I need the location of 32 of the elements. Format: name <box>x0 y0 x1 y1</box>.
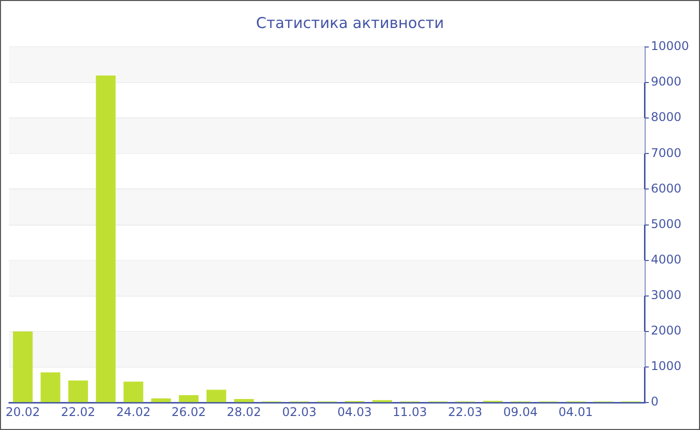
y-tick-label: 2000 <box>650 324 682 338</box>
bar <box>96 75 116 402</box>
chart-title: Статистика активности <box>256 14 444 32</box>
bar <box>234 399 254 402</box>
y-tick-label: 3000 <box>650 288 682 302</box>
y-tick-label: 0 <box>650 394 658 409</box>
x-tick-label: 22.02 <box>60 404 96 419</box>
x-tick-label: 26.02 <box>172 404 206 419</box>
bar <box>40 372 60 402</box>
x-tick-label: 22.03 <box>448 404 482 419</box>
y-tick-label: 6000 <box>650 181 682 196</box>
x-tick-label: 09.04 <box>503 404 538 419</box>
x-tick-label: 04.03 <box>337 404 372 419</box>
bar <box>124 382 144 402</box>
bar <box>206 390 226 402</box>
bar <box>68 380 88 402</box>
x-tick-label: 02.03 <box>282 404 316 419</box>
y-tick-label: 7000 <box>650 146 682 160</box>
x-tick-label: 28.02 <box>226 404 262 419</box>
y-tick-label: 4000 <box>650 252 682 266</box>
bar <box>178 395 199 402</box>
x-tick-label: 11.03 <box>392 404 428 419</box>
y-tick-label: 10000 <box>650 39 690 54</box>
x-tick-label: 04.01 <box>558 404 593 419</box>
bar <box>151 398 171 402</box>
y-tick-label: 1000 <box>650 359 682 374</box>
x-tick-label: 24.02 <box>116 404 151 419</box>
y-tick-label: 8000 <box>650 110 682 124</box>
y-tick-label: 5000 <box>650 216 682 231</box>
y-tick-label: 9000 <box>650 74 682 89</box>
x-tick-label: 20.02 <box>6 404 40 419</box>
bar <box>12 331 33 402</box>
